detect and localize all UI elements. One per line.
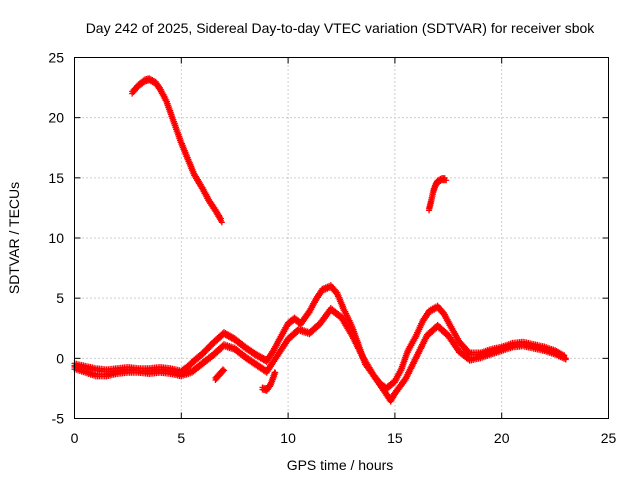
grid xyxy=(74,57,609,419)
data-point xyxy=(465,348,472,355)
data-point xyxy=(217,215,224,222)
data-point xyxy=(221,367,228,374)
data-point xyxy=(218,219,225,226)
y-axis-label: SDTVAR / TECUs xyxy=(6,182,22,294)
y-tick-label: -5 xyxy=(52,411,65,427)
x-tick-labels: 0 5 10 15 20 25 xyxy=(71,430,617,446)
data-point xyxy=(219,366,226,373)
y-tick-label: 25 xyxy=(48,50,64,66)
data-points xyxy=(71,75,569,405)
x-tick-label: 20 xyxy=(494,430,510,446)
y-tick-label: 20 xyxy=(48,110,64,126)
data-point xyxy=(272,369,279,376)
y-tick-label: 15 xyxy=(48,170,64,186)
x-tick-label: 15 xyxy=(387,430,403,446)
x-tick-label: 25 xyxy=(601,430,617,446)
x-tick-label: 5 xyxy=(177,430,185,446)
chart-title: Day 242 of 2025, Sidereal Day-to-day VTE… xyxy=(86,20,596,36)
y-tick-label: 0 xyxy=(56,350,64,366)
y-tick-labels: -5 0 5 10 15 20 25 xyxy=(48,50,64,427)
plot-frame xyxy=(74,57,609,419)
x-axis-label: GPS time / hours xyxy=(287,457,394,473)
data-point xyxy=(443,177,450,184)
y-tick-label: 5 xyxy=(56,290,64,306)
x-tick-label: 0 xyxy=(71,430,79,446)
data-point xyxy=(562,356,569,363)
x-tick-label: 10 xyxy=(280,430,296,446)
y-tick-label: 10 xyxy=(48,230,64,246)
